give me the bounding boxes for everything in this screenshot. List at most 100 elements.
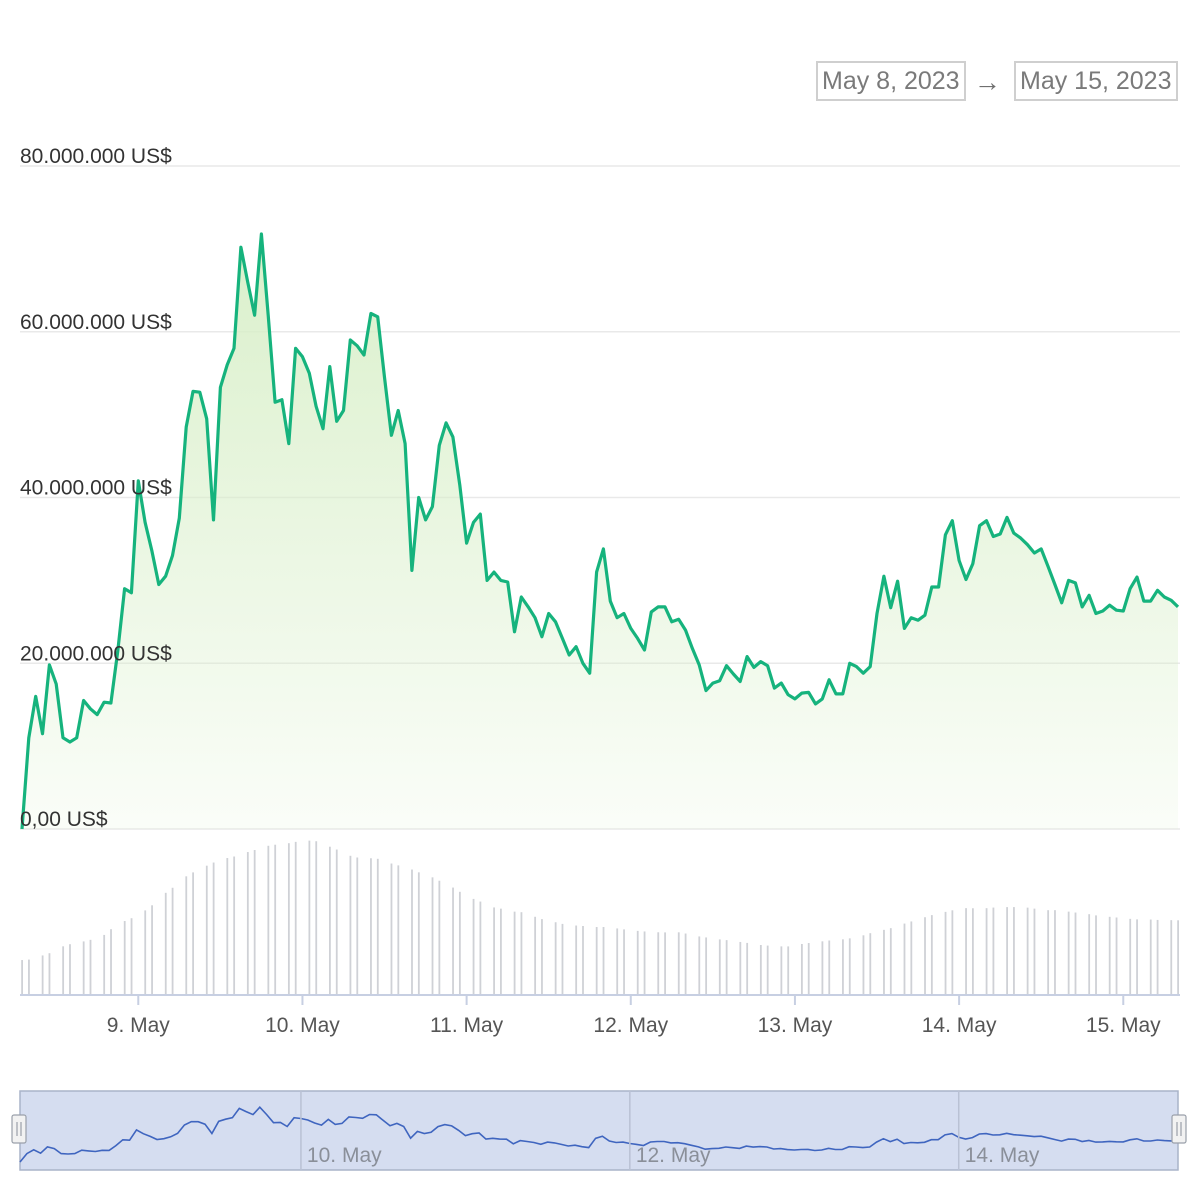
volume-bar: [903, 923, 906, 995]
volume-bar: [151, 905, 153, 995]
volume-bar: [541, 919, 543, 995]
volume-bar: [718, 939, 721, 995]
volume-bar: [82, 941, 85, 995]
volume-bar: [766, 945, 769, 995]
volume-bar: [431, 877, 434, 995]
volume-bar: [759, 944, 762, 995]
range-to-input[interactable]: May 15, 2023: [1014, 61, 1178, 101]
volume-bar: [370, 858, 372, 995]
volume-bar: [62, 946, 65, 995]
x-axis: 9. May 10. May 11. May 12. May 13. May 14. Ma…: [20, 994, 1180, 1037]
navigator-right-handle[interactable]: [1171, 1114, 1187, 1144]
volume-bar: [417, 872, 420, 995]
volume-bar: [493, 907, 495, 995]
volume-bar: [438, 880, 441, 995]
volume-bar: [274, 844, 277, 995]
volume-bar: [636, 930, 639, 995]
volume-bar: [1177, 920, 1179, 995]
volume-bar: [602, 926, 605, 995]
volume-bar: [930, 915, 933, 995]
volume-bar: [267, 845, 270, 995]
navigator-tick-label: 10. May: [307, 1144, 382, 1167]
volume-bar: [123, 921, 126, 995]
volume-bar: [520, 912, 523, 995]
y-tick-label: 80.000.000 US$: [20, 145, 172, 168]
volume-bar: [924, 917, 926, 995]
range-from-input[interactable]: May 8, 2023: [816, 61, 966, 101]
volume-bar: [452, 887, 454, 995]
volume-bar: [226, 858, 229, 995]
volume-bar: [582, 925, 584, 995]
volume-bar: [1156, 919, 1159, 995]
volume-bar: [869, 933, 872, 995]
x-tick-label: 15. May: [1086, 1014, 1161, 1037]
volume-bar: [1088, 914, 1091, 995]
volume-bar: [329, 846, 331, 995]
volume-bar: [1074, 912, 1077, 995]
volume-bar: [1115, 917, 1118, 995]
x-tick-label: 14. May: [922, 1014, 997, 1037]
volume-bar: [664, 932, 666, 995]
series-line: [20, 232, 1180, 830]
y-axis-labels: 0,00 US$ 20.000.000 US$ 40.000.000 US$ 60.0…: [20, 145, 172, 831]
volume-bar: [253, 850, 256, 995]
volume-bar: [1129, 918, 1132, 995]
navigator-tick-label: 12. May: [636, 1144, 711, 1167]
navigator-left-handle[interactable]: [11, 1114, 27, 1144]
volume-bar: [883, 929, 885, 995]
volume-bar: [971, 908, 974, 995]
volume-bar: [623, 929, 625, 995]
y-tick-label: 20.000.000 US$: [20, 642, 172, 665]
volume-bar: [951, 910, 954, 995]
volume-bar: [130, 918, 133, 995]
volume-bar: [212, 862, 215, 995]
volume-bar: [1026, 907, 1029, 995]
x-tick-label: 9. May: [107, 1014, 171, 1037]
volume-bar: [842, 939, 844, 995]
volume-bar: [534, 916, 537, 995]
volume-bar: [287, 843, 290, 995]
volume-bar: [575, 925, 578, 995]
volume-bar: [1067, 911, 1070, 995]
volume-bar: [335, 849, 338, 995]
volume-bar: [821, 941, 824, 995]
x-tick-label: 10. May: [265, 1014, 340, 1037]
volume-bar: [985, 908, 988, 995]
area-series: [20, 232, 1180, 830]
volume-bar: [862, 935, 865, 995]
volume-bar: [89, 939, 92, 995]
volume-bar: [103, 934, 106, 995]
volume-bar: [411, 869, 413, 995]
volume-bar: [828, 940, 831, 995]
volume-bar: [561, 923, 564, 995]
volume-bar: [684, 933, 687, 995]
volume-bar: [705, 937, 708, 995]
range-arrow-icon: →: [974, 67, 1001, 97]
volume-bar: [848, 938, 851, 995]
volume-bar: [1149, 919, 1152, 995]
volume-bar: [657, 932, 660, 995]
x-tick-label: 13. May: [758, 1014, 833, 1037]
x-tick-label: 12. May: [593, 1014, 668, 1037]
volume-bar: [171, 887, 174, 995]
volume-bar: [643, 931, 646, 995]
volume-bar: [185, 876, 188, 995]
volume-bar: [315, 841, 318, 995]
volume-bar: [616, 928, 619, 995]
volume-bar: [144, 910, 147, 995]
y-tick-label: 60.000.000 US$: [20, 311, 172, 334]
handle-grip: [11, 1114, 27, 1144]
volume-bar: [41, 955, 44, 995]
volume-bar: [1047, 910, 1050, 995]
volume-bar: [513, 911, 516, 995]
volume-bar: [1033, 908, 1036, 995]
volume-bar: [746, 942, 749, 995]
volume-bar: [500, 908, 502, 995]
navigator-tick-label: 14. May: [965, 1144, 1040, 1167]
y-tick-label: 40.000.000 US$: [20, 477, 172, 500]
volume-bar: [21, 960, 23, 995]
volume-bar: [787, 946, 790, 995]
navigator[interactable]: 10. May 12. May 14. May: [11, 1090, 1187, 1171]
volume-bar: [110, 929, 112, 995]
